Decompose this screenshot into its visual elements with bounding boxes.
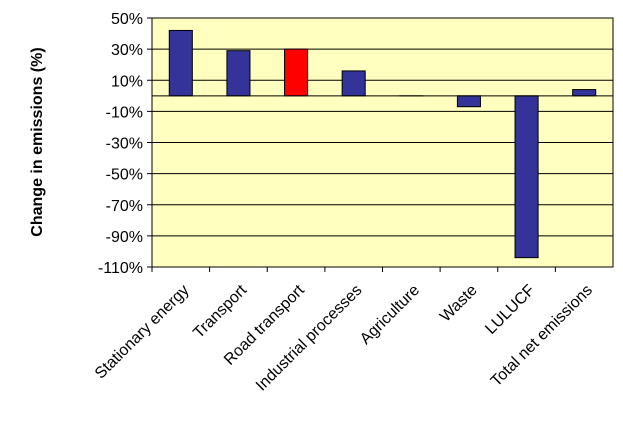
x-category-label: LULUCF xyxy=(482,282,538,338)
x-category-label: Agriculture xyxy=(357,282,423,348)
y-tick-label: -10% xyxy=(106,104,143,121)
bar xyxy=(572,89,597,97)
x-category-label: Stationary energy xyxy=(92,282,193,383)
y-tick-label: 10% xyxy=(111,73,143,90)
bar xyxy=(284,48,309,97)
x-category-label: Waste xyxy=(437,282,481,326)
y-tick-label: -90% xyxy=(106,229,143,246)
bar xyxy=(514,95,539,259)
y-tick-label: -30% xyxy=(106,136,143,153)
y-tick-label: -50% xyxy=(106,167,143,184)
bar xyxy=(168,29,193,97)
bars xyxy=(168,29,597,259)
y-tick-label: -70% xyxy=(106,198,143,215)
y-tick-label: -110% xyxy=(98,260,143,277)
x-category-label: Total net emissions xyxy=(488,282,596,390)
y-axis-ticks: 50% 30% 10% -10% -30% -50% -70% -90% -110% xyxy=(98,11,152,277)
bar xyxy=(456,95,481,108)
y-tick-label: 50% xyxy=(111,11,143,28)
x-category-label: Transport xyxy=(190,281,250,341)
bar xyxy=(341,70,366,97)
bar xyxy=(226,50,251,97)
x-category-label: Industrial processes xyxy=(253,282,366,395)
y-tick-label: 30% xyxy=(111,42,143,59)
y-axis-label: Change in emissions (%) xyxy=(29,47,46,236)
